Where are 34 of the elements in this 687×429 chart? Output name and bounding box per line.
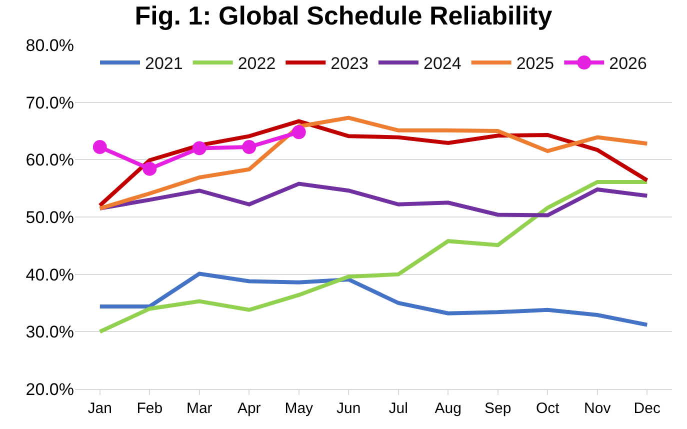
- x-tick-label: Sep: [484, 400, 512, 417]
- y-tick-label: 60.0%: [26, 150, 74, 170]
- x-tick-label: May: [284, 400, 314, 417]
- y-tick-label: 30.0%: [26, 322, 74, 342]
- legend-label: 2025: [516, 54, 554, 74]
- point: [292, 125, 306, 140]
- y-tick-label: 40.0%: [26, 265, 74, 284]
- point: [92, 140, 107, 154]
- x-tick-label: Jul: [388, 400, 408, 417]
- point: [142, 162, 157, 176]
- x-tick-label: Jun: [336, 400, 361, 417]
- y-tick-label: 50.0%: [26, 208, 74, 227]
- line-series: [98, 272, 650, 327]
- x-tick-label: Dec: [634, 400, 661, 417]
- legend-label: 2021: [145, 54, 183, 74]
- x-tick-label: Oct: [536, 400, 560, 417]
- x-tick-label: Feb: [136, 400, 163, 417]
- x-tick-label: Apr: [237, 400, 261, 417]
- y-tick-label: 80.0%: [26, 36, 74, 55]
- y-tick-label: 20.0%: [26, 380, 74, 399]
- x-tick-label: Aug: [434, 400, 462, 417]
- line-series: [98, 182, 650, 218]
- legend-label: 2026: [609, 54, 647, 74]
- x-tick-label: Mar: [186, 400, 212, 417]
- x-tick-label: Nov: [584, 400, 612, 417]
- x-tick-label: Jan: [88, 400, 112, 417]
- chart-title: Fig. 1: Global Schedule Reliability: [134, 0, 553, 31]
- y-tick-label: 70.0%: [26, 93, 74, 112]
- legend-label: 2024: [423, 54, 462, 74]
- point: [242, 140, 256, 154]
- line-series: [98, 180, 650, 334]
- point: [192, 141, 206, 156]
- legend-label: 2023: [330, 54, 368, 74]
- legend-label: 2022: [238, 54, 276, 74]
